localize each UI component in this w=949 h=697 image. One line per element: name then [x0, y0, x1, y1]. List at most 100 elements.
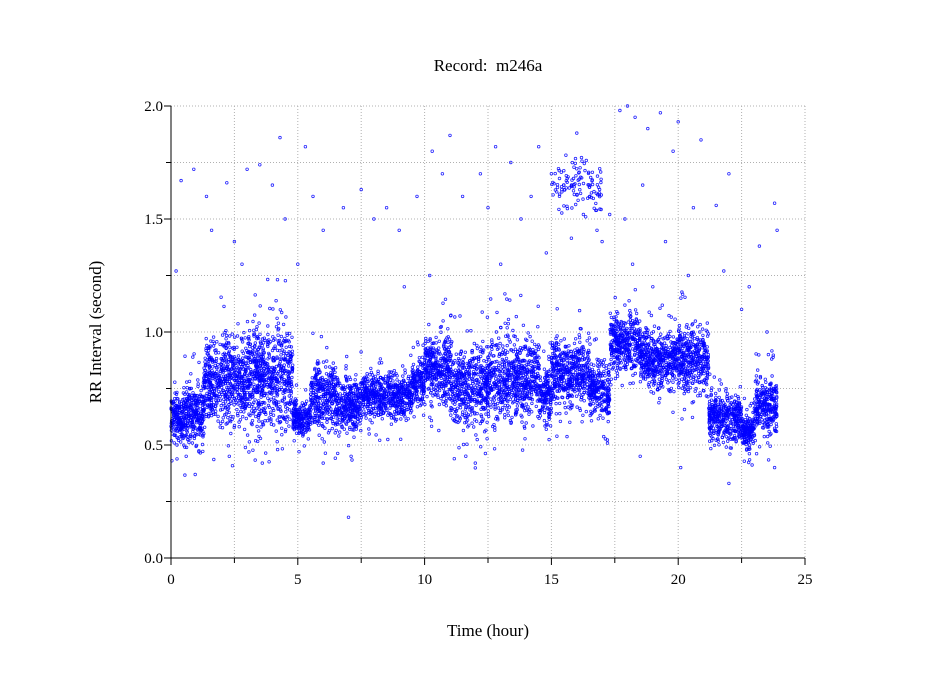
data-point	[475, 437, 479, 442]
data-point	[407, 395, 411, 400]
data-point	[323, 426, 327, 430]
data-point	[431, 372, 435, 376]
data-point	[315, 361, 319, 365]
data-point	[226, 352, 231, 356]
data-point	[235, 345, 239, 349]
data-point	[500, 388, 504, 392]
data-point	[534, 404, 538, 409]
data-point	[505, 350, 510, 354]
data-point	[210, 360, 215, 364]
data-point	[520, 381, 524, 385]
data-point	[276, 370, 281, 374]
data-point	[260, 343, 264, 348]
data-point	[388, 378, 393, 382]
data-point	[187, 440, 191, 445]
data-point	[367, 432, 371, 436]
data-point	[418, 403, 423, 408]
data-point	[528, 334, 532, 339]
data-point	[226, 360, 231, 364]
data-point	[444, 369, 448, 373]
data-point	[500, 384, 504, 388]
data-point	[278, 415, 282, 419]
data-point	[240, 383, 245, 388]
data-point	[214, 398, 218, 403]
data-point	[224, 374, 228, 378]
data-point	[453, 411, 457, 415]
data-point	[429, 403, 433, 408]
data-point	[297, 418, 301, 422]
data-point	[322, 416, 326, 420]
data-point	[182, 417, 186, 421]
data-point	[274, 391, 278, 395]
data-point	[221, 366, 226, 370]
data-point	[402, 378, 406, 383]
data-point	[537, 356, 541, 360]
data-point	[275, 278, 280, 282]
data-point	[224, 343, 228, 347]
data-point	[350, 458, 354, 462]
data-point	[268, 382, 272, 386]
data-point	[320, 422, 324, 426]
data-point	[281, 322, 286, 327]
data-point	[282, 417, 286, 421]
data-point	[434, 378, 438, 382]
data-point	[272, 408, 276, 413]
data-point	[312, 391, 316, 395]
data-point	[486, 355, 490, 359]
data-point	[323, 406, 328, 411]
data-point	[211, 376, 215, 380]
data-point	[227, 392, 231, 396]
data-point	[548, 424, 553, 428]
data-point	[229, 414, 233, 419]
data-point	[481, 339, 485, 344]
data-point	[184, 380, 189, 384]
data-point	[183, 400, 188, 405]
data-point	[481, 417, 485, 421]
data-point	[506, 317, 511, 322]
data-point	[351, 402, 356, 406]
data-point	[439, 396, 443, 401]
data-point	[289, 395, 293, 399]
data-point	[192, 352, 196, 356]
data-point	[227, 410, 231, 415]
data-point	[266, 403, 271, 408]
data-point	[465, 442, 469, 446]
data-point	[363, 402, 368, 407]
data-point	[484, 428, 488, 432]
data-point	[533, 342, 537, 347]
data-point	[399, 437, 403, 441]
data-point	[232, 425, 236, 430]
data-point	[331, 361, 335, 365]
data-point	[258, 345, 262, 350]
data-point	[354, 394, 358, 398]
data-point	[256, 358, 260, 362]
data-point	[355, 390, 360, 395]
data-point	[235, 411, 240, 416]
data-point	[482, 370, 487, 375]
data-point	[205, 358, 209, 362]
data-point	[259, 425, 263, 429]
data-point	[319, 334, 324, 339]
data-point	[207, 411, 211, 416]
data-point	[407, 389, 411, 394]
data-point	[225, 379, 229, 384]
data-point	[412, 415, 416, 419]
data-point	[367, 408, 371, 413]
data-point	[175, 396, 179, 401]
data-point	[187, 387, 192, 391]
data-point	[313, 419, 317, 424]
data-point	[267, 353, 272, 357]
data-point	[203, 372, 208, 377]
data-point	[344, 374, 348, 378]
data-point	[224, 346, 228, 350]
data-point	[257, 434, 261, 439]
data-point	[442, 343, 446, 347]
data-point	[217, 392, 222, 396]
data-point	[388, 386, 392, 390]
data-point	[183, 399, 188, 403]
data-point	[279, 365, 283, 369]
data-point	[440, 360, 444, 364]
data-point	[275, 377, 279, 381]
data-point	[216, 419, 220, 423]
data-point	[326, 431, 331, 435]
